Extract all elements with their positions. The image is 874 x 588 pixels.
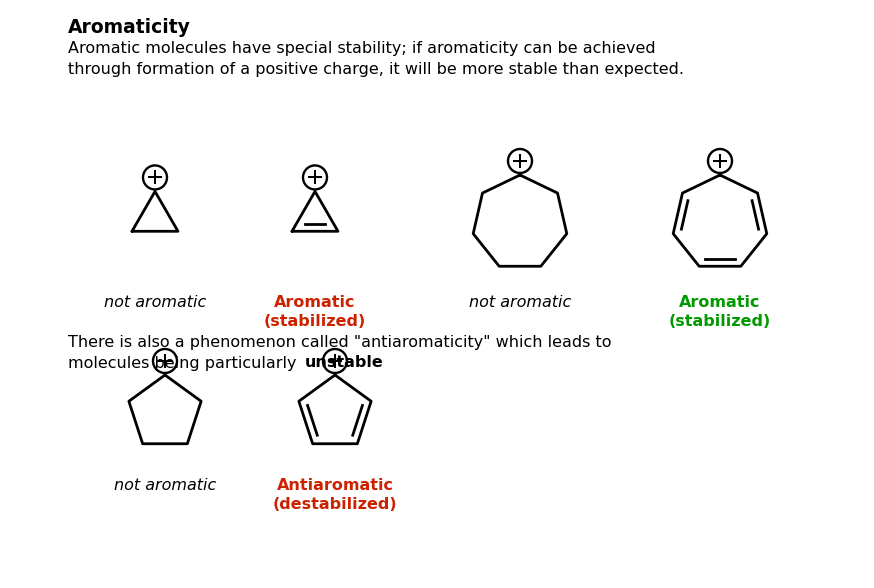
Text: unstable: unstable <box>305 355 384 370</box>
Text: Aromatic
(stabilized): Aromatic (stabilized) <box>264 295 366 329</box>
Text: There is also a phenomenon called "antiaromaticity" which leads to
molecules bei: There is also a phenomenon called "antia… <box>68 335 612 371</box>
Text: not aromatic: not aromatic <box>104 295 206 310</box>
Text: Antiaromatic
(destabilized): Antiaromatic (destabilized) <box>273 478 398 512</box>
Text: not aromatic: not aromatic <box>114 478 216 493</box>
Text: Aromatic
(stabilized): Aromatic (stabilized) <box>669 295 771 329</box>
Text: not aromatic: not aromatic <box>468 295 571 310</box>
Text: Aromaticity: Aromaticity <box>68 18 191 37</box>
Text: Aromatic molecules have special stability; if aromaticity can be achieved
throug: Aromatic molecules have special stabilit… <box>68 41 684 77</box>
